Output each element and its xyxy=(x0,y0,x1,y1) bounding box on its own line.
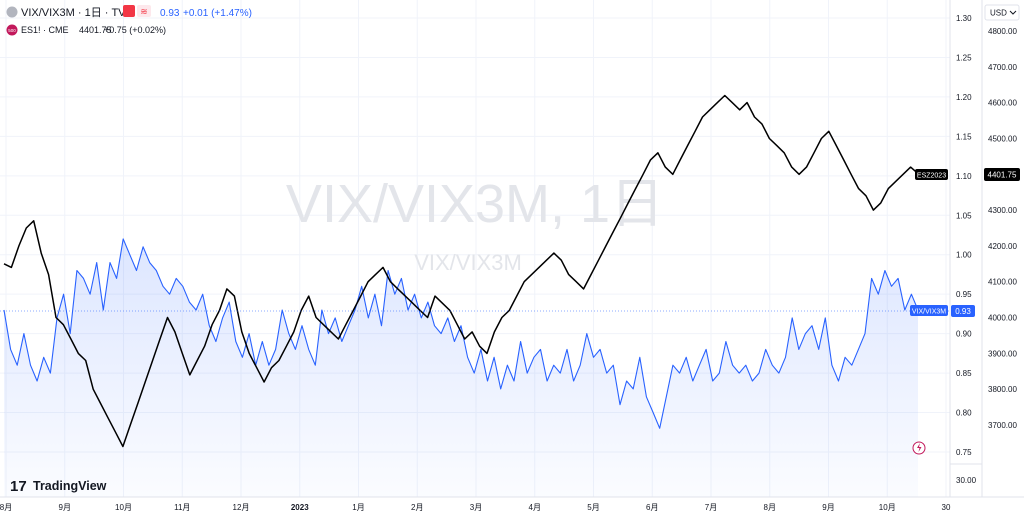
compare-value: 4401.75 xyxy=(79,25,112,35)
logo-mark: 17 xyxy=(10,478,27,495)
main-value: 0.93 xyxy=(160,8,180,19)
y-right-tick: 4700.00 xyxy=(988,63,1017,72)
chevron-down-icon xyxy=(1009,10,1017,15)
es-value-text: 4401.75 xyxy=(988,171,1017,180)
y-left-tick: 0.80 xyxy=(956,409,972,418)
compare-change: +0.75 (+0.02%) xyxy=(104,25,166,35)
legend-main[interactable]: VIX/VIX3M · 1日 · TVC ≋ 0.93 +0.01 (+1.47… xyxy=(6,5,252,19)
x-tick: 1月 xyxy=(352,503,364,512)
es-label-badge: ESZ2023 xyxy=(915,169,948,180)
toggle-icon: ≋ xyxy=(140,7,148,17)
cme-icon xyxy=(6,24,18,36)
main-change: +0.01 (+1.47%) xyxy=(183,8,252,19)
currency-label: USD xyxy=(990,9,1007,18)
watermark-primary: VIX/VIX3M, 1日 xyxy=(286,174,664,234)
x-tick: 30 xyxy=(942,503,951,512)
y-right-tick: 3800.00 xyxy=(988,385,1017,394)
x-tick: 8月 xyxy=(0,503,12,512)
currency-button[interactable]: USD xyxy=(984,4,1020,21)
plot-area xyxy=(3,94,919,497)
vix-label-text: VIX/VIX3M xyxy=(912,309,946,316)
x-tick: 6月 xyxy=(646,503,658,512)
x-tick: 8月 xyxy=(764,503,776,512)
y-left-tick: 0.75 xyxy=(956,448,972,457)
compare-symbol[interactable]: ES1! · CME xyxy=(21,25,69,35)
vix-label-badge: VIX/VIX3M xyxy=(910,305,948,316)
brand-name: TradingView xyxy=(33,479,107,493)
lightning-button[interactable] xyxy=(912,441,926,455)
vix-value-badge: 0.93 xyxy=(951,305,975,317)
y-left-tick: 1.25 xyxy=(956,53,972,62)
y-right-tick: 4000.00 xyxy=(988,314,1017,323)
y-right-tick: 3900.00 xyxy=(988,349,1017,358)
x-tick: 11月 xyxy=(174,503,190,512)
y-left-tick: 0.90 xyxy=(956,330,972,339)
y-right-tick: 3700.00 xyxy=(988,421,1017,430)
x-tick: 3月 xyxy=(470,503,482,512)
y-right-tick: 4500.00 xyxy=(988,134,1017,143)
x-tick: 12月 xyxy=(233,503,250,512)
vix-value-text: 0.93 xyxy=(955,307,971,316)
y-left-tick: 1.20 xyxy=(956,93,972,102)
x-tick: 4月 xyxy=(529,503,541,512)
time-axis[interactable]: 8月 9月 10月 11月 12月 2023 1月 2月 3月 4月 5月 6月 7月 8月 9月 10月 30 xyxy=(0,503,951,512)
toggle-icon-bg[interactable] xyxy=(123,5,135,17)
legend-compare[interactable]: 500 ES1! · CME 4401.75 +0.75 (+0.02%) xyxy=(6,24,167,36)
y-right-tick: 4200.00 xyxy=(988,242,1017,251)
series-line-vix-vix3m[interactable] xyxy=(3,238,919,429)
x-tick: 5月 xyxy=(587,503,599,512)
y-left-tick: 1.05 xyxy=(956,211,972,220)
y-left-tick: 0.85 xyxy=(956,369,972,378)
x-tick: 10月 xyxy=(115,503,132,512)
series-area-vix-vix3m xyxy=(4,238,918,497)
y-axis-right[interactable]: 4800.004700.004600.004500.004400.004300.… xyxy=(988,27,1017,430)
y-left-tick: 0.95 xyxy=(956,290,972,299)
series-line-esz2023[interactable] xyxy=(3,94,919,448)
y-left-tick: 1.10 xyxy=(956,172,972,181)
main-symbol[interactable]: VIX/VIX3M · 1日 · TVC xyxy=(21,7,134,19)
y-left-tick: 1.30 xyxy=(956,14,972,23)
lightning-icon xyxy=(917,443,922,452)
compare-toggle[interactable] xyxy=(137,5,151,17)
y-left-tick: 1.15 xyxy=(956,132,972,141)
y-axis-left[interactable]: 1.30 1.25 1.20 1.15 1.10 1.05 1.00 0.95 0.90 0.85… xyxy=(950,14,982,485)
x-tick: 7月 xyxy=(705,503,717,512)
es-value-badge: 4401.75 xyxy=(984,168,1020,181)
x-tick: 2月 xyxy=(411,503,423,512)
x-tick: 9月 xyxy=(59,503,71,512)
y-left-tick: 1.00 xyxy=(956,251,972,260)
tradingview-logo[interactable]: 17 TradingView xyxy=(10,478,107,495)
y-right-tick: 4300.00 xyxy=(988,206,1017,215)
y-right-tick: 4600.00 xyxy=(988,99,1017,108)
watermark-secondary: VIX/VIX3M xyxy=(414,250,522,275)
y-right-tick: 4800.00 xyxy=(988,27,1017,36)
y-left-extra-label: 30.00 xyxy=(956,476,977,485)
y-right-tick: 4100.00 xyxy=(988,278,1017,287)
compare-badge: 500 xyxy=(8,28,16,33)
es-label-text: ESZ2023 xyxy=(917,173,946,180)
x-tick: 10月 xyxy=(879,503,896,512)
x-tick: 9月 xyxy=(822,503,834,512)
x-tick: 2023 xyxy=(291,503,309,512)
symbol-icon xyxy=(6,6,18,18)
